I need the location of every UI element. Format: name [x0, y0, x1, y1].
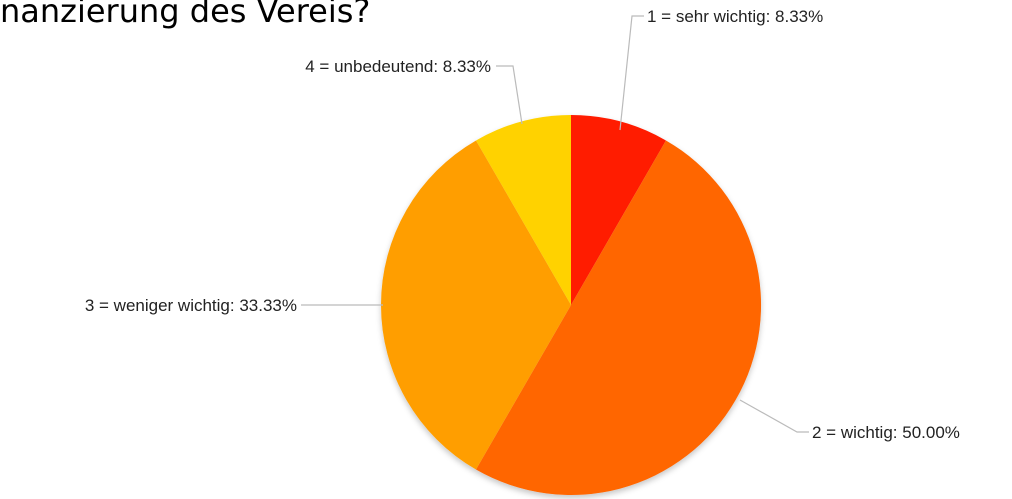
leader-line [496, 65, 523, 125]
slice-label: 3 = weniger wichtig: 33.33% [85, 296, 297, 315]
slice-labels: 1 = sehr wichtig: 8.33% 2 = wichtig: 50.0… [85, 7, 960, 442]
leader-line [739, 399, 809, 433]
pie-slice [571, 115, 666, 305]
slice-label: 1 = sehr wichtig: 8.33% [647, 7, 823, 26]
slice-label: 4 = unbedeutend: 8.33% [305, 57, 491, 76]
leader-lines [301, 15, 809, 433]
leader-line [619, 15, 644, 131]
pie-slice [476, 115, 571, 305]
pie-slices [380, 115, 762, 496]
slice-label: 2 = wichtig: 50.00% [812, 423, 960, 442]
pie-slice [380, 140, 571, 470]
pie-slice [475, 140, 762, 496]
page-title: nanzierung des Vereis? [0, 0, 371, 30]
